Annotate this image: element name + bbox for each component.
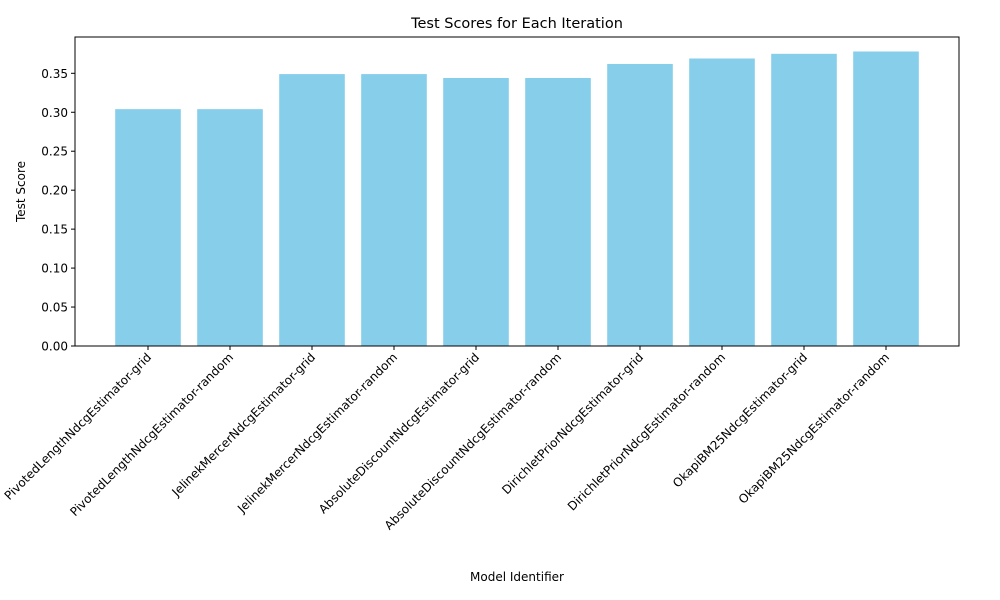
bars xyxy=(115,51,919,347)
y-tick-label: 0.25 xyxy=(41,145,68,159)
x-tick-label: PivotedLengthNdcgEstimator-random xyxy=(67,350,236,519)
bar xyxy=(361,74,427,346)
chart-title: Test Scores for Each Iteration xyxy=(410,16,623,32)
y-tick-label: 0.00 xyxy=(41,340,68,354)
x-axis: PivotedLengthNdcgEstimator-gridPivotedLe… xyxy=(2,346,892,533)
x-tick-label: DirichletPriorNdcgEstimator-random xyxy=(565,350,728,513)
bar xyxy=(607,63,673,346)
bar xyxy=(197,109,263,346)
bar xyxy=(525,77,591,346)
y-tick-label: 0.20 xyxy=(41,184,68,198)
bar xyxy=(771,53,837,347)
y-tick-label: 0.35 xyxy=(41,67,68,81)
x-tick-label: DirichletPriorNdcgEstimator-grid xyxy=(499,350,646,497)
y-axis: 0.00 0.05 0.10 0.15 0.20 0.25 0.30 0.35 xyxy=(41,67,75,354)
bar xyxy=(443,77,509,346)
plot-frame xyxy=(74,36,960,347)
x-tick-label: AbsoluteDiscountNdcgEstimator-random xyxy=(382,350,564,532)
x-tick-label: JelinekMercerNdcgEstimator-random xyxy=(234,350,400,516)
x-tick-label: OkapiBM25NdcgEstimator-grid xyxy=(670,350,810,490)
y-axis-label: Test Score xyxy=(14,161,28,223)
x-tick-label: PivotedLengthNdcgEstimator-grid xyxy=(2,350,154,502)
bar xyxy=(853,51,919,347)
y-tick-label: 0.15 xyxy=(41,223,68,237)
bar xyxy=(279,74,345,346)
x-tick-label: OkapiBM25NdcgEstimator-random xyxy=(736,350,892,506)
y-tick-label: 0.05 xyxy=(41,301,68,315)
x-tick-label: AbsoluteDiscountNdcgEstimator-grid xyxy=(316,350,482,516)
x-tick-label: JelinekMercerNdcgEstimator-grid xyxy=(168,350,318,500)
bar xyxy=(689,58,755,346)
y-tick-label: 0.10 xyxy=(41,262,68,276)
x-axis-label: Model Identifier xyxy=(470,570,564,584)
bar xyxy=(115,109,181,346)
y-tick-label: 0.30 xyxy=(41,106,68,120)
